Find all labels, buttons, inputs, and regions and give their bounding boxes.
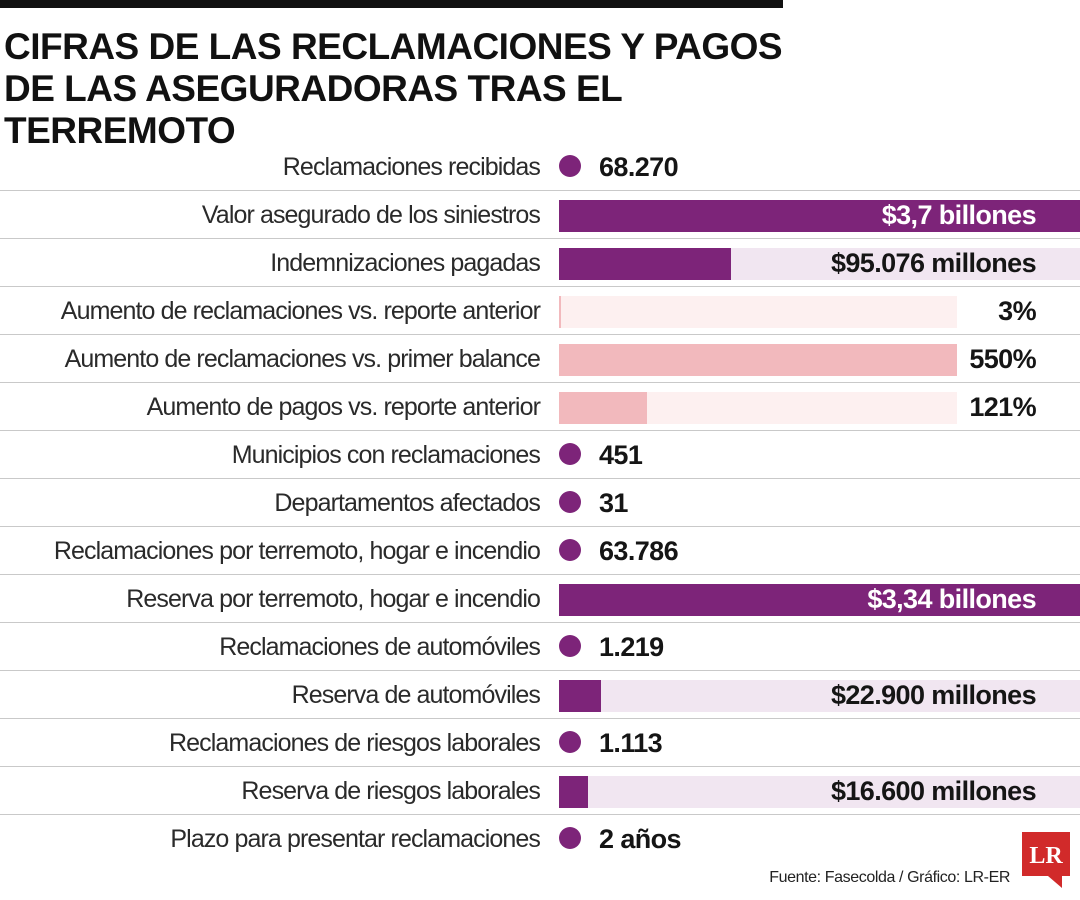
bar: [559, 680, 601, 712]
bullet-dot: [559, 155, 581, 177]
bar: [559, 776, 588, 808]
data-label: 1.113: [599, 728, 663, 758]
bar: [559, 200, 1080, 232]
data-label: $3,34 billones: [867, 584, 1036, 614]
row-label: Valor asegurado de los siniestros: [201, 201, 541, 229]
data-label: $16.600 millones: [830, 776, 1037, 806]
row-label: Aumento de pagos vs. reporte anterior: [146, 393, 541, 421]
chart-row: Reclamaciones por terremoto, hogar e inc…: [0, 527, 1080, 575]
lr-logo-icon: LR: [1022, 832, 1070, 888]
chart-rows: Reclamaciones recibidas 68.270 Valor asegu…: [0, 143, 1080, 863]
data-label: 550%: [969, 344, 1036, 374]
row-label: Reserva por terremoto, hogar e incendio: [126, 585, 541, 613]
row-label: Reserva de automóviles: [291, 681, 541, 709]
chart-row: Aumento de reclamaciones vs. primer bala…: [0, 335, 1080, 383]
bar: [559, 344, 957, 376]
row-label: Reserva de riesgos laborales: [241, 777, 540, 805]
data-label: 68.270: [599, 152, 679, 182]
data-label: 121%: [969, 392, 1036, 422]
chart-row: Reclamaciones recibidas 68.270: [0, 143, 1080, 191]
row-label: Aumento de reclamaciones vs. reporte ant…: [60, 297, 541, 325]
bar-track: [559, 392, 957, 424]
chart-row: Departamentos afectados 31: [0, 479, 1080, 527]
chart-row: Reserva de riesgos laborales $16.600 mill…: [0, 767, 1080, 815]
data-label: $3,7 billones: [881, 200, 1037, 230]
source-note: Fuente: Fasecolda / Gráfico: LR-ER: [769, 869, 1010, 886]
row-label: Indemnizaciones pagadas: [270, 249, 541, 277]
chart-row: Valor asegurado de los siniestros $3,7 bi…: [0, 191, 1080, 239]
bar: [559, 248, 731, 280]
bullet-dot: [559, 443, 581, 465]
data-label: 31: [599, 488, 628, 518]
chart-row: Municipios con reclamaciones 451: [0, 431, 1080, 479]
data-label: $95.076 millones: [830, 248, 1037, 278]
chart-row: Reclamaciones de riesgos laborales 1.113: [0, 719, 1080, 767]
chart-row: Aumento de pagos vs. reporte anterior 121…: [0, 383, 1080, 431]
row-label: Reclamaciones por terremoto, hogar e inc…: [53, 537, 541, 565]
bar-track: [559, 248, 1080, 280]
bullet-dot: [559, 731, 581, 753]
bar-track: [559, 344, 957, 376]
chart-row: Reclamaciones de automóviles 1.219: [0, 623, 1080, 671]
chart-row: Reserva por terremoto, hogar e incendio $…: [0, 575, 1080, 623]
top-rule: [0, 0, 783, 8]
bullet-dot: [559, 539, 581, 561]
svg-text:LR: LR: [1029, 843, 1063, 869]
row-label: Plazo para presentar reclamaciones: [170, 825, 541, 853]
row-label: Reclamaciones de automóviles: [219, 633, 541, 661]
bar-track: [559, 296, 957, 328]
row-label: Aumento de reclamaciones vs. primer bala…: [64, 345, 541, 373]
chart-row: Indemnizaciones pagadas $95.076 millones: [0, 239, 1080, 287]
data-label: 63.786: [599, 536, 679, 566]
chart-title: CIFRAS DE LAS RECLAMACIONES Y PAGOS DE L…: [4, 26, 783, 151]
data-label: 2 años: [599, 824, 682, 854]
bar: [559, 584, 1080, 616]
data-label: 451: [599, 440, 643, 470]
chart-row: Aumento de reclamaciones vs. reporte ant…: [0, 287, 1080, 335]
chart-row: Plazo para presentar reclamaciones 2 años: [0, 815, 1080, 863]
bullet-dot: [559, 827, 581, 849]
data-label: $22.900 millones: [830, 680, 1037, 710]
bullet-dot: [559, 635, 581, 657]
data-label: 1.219: [599, 632, 664, 662]
row-label: Municipios con reclamaciones: [231, 441, 541, 469]
bar-track: [559, 680, 1080, 712]
chart-row: Reserva de automóviles $22.900 millones: [0, 671, 1080, 719]
bar: [559, 392, 647, 424]
bar-track: [559, 200, 1080, 232]
data-label: 3%: [998, 296, 1036, 326]
row-label: Reclamaciones de riesgos laborales: [169, 729, 541, 757]
row-label: Reclamaciones recibidas: [282, 153, 541, 181]
bullet-dot: [559, 491, 581, 513]
bar: [559, 296, 561, 328]
bar-track: [559, 584, 1080, 616]
row-label: Departamentos afectados: [274, 489, 540, 517]
bar-track: [559, 776, 1080, 808]
